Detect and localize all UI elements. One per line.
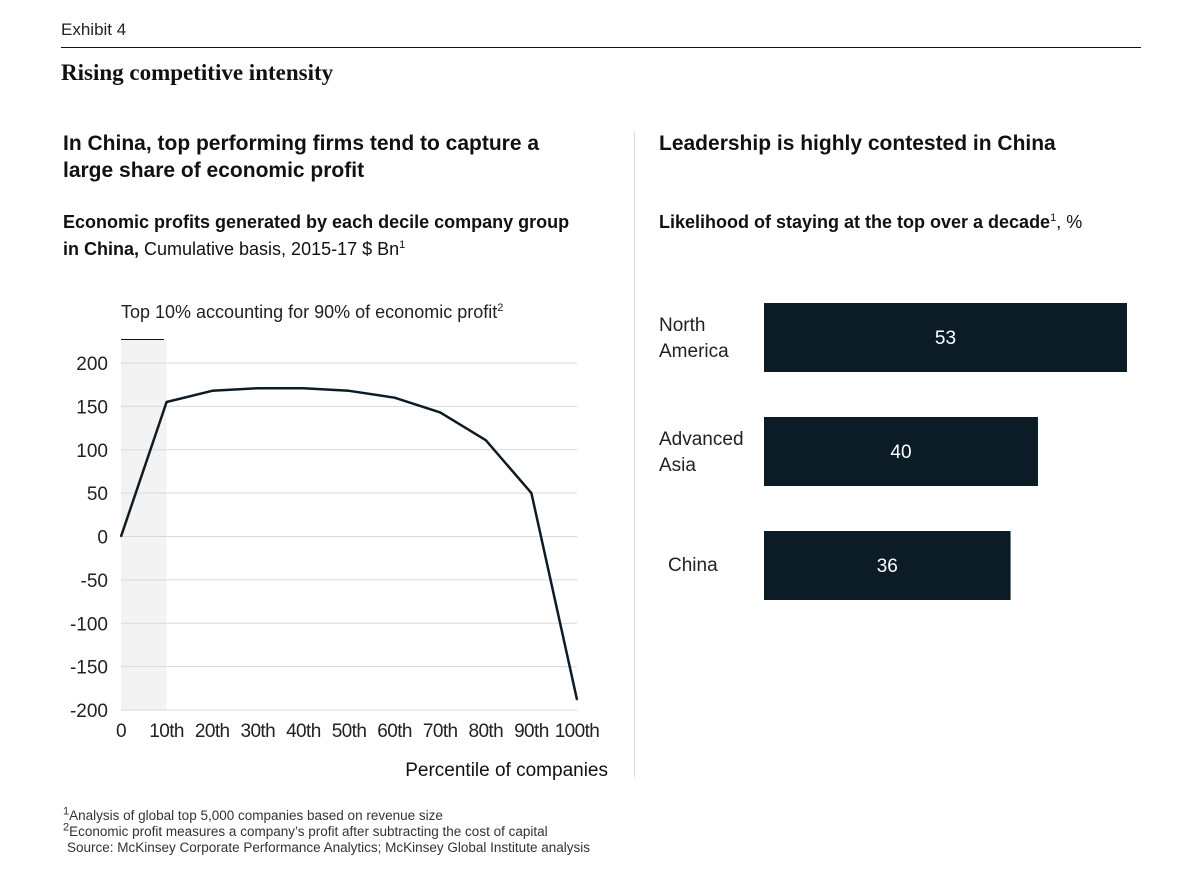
- y-tick-label: 0: [97, 528, 108, 549]
- annotation-text: Top 10% accounting for 90% of economic p…: [121, 302, 498, 322]
- left-subtitle-normal: Cumulative basis, 2015-17 $ Bn: [139, 239, 400, 259]
- top-decile-band: [121, 340, 167, 710]
- footnote-2-mark: 2: [63, 821, 70, 834]
- left-subtitle-footnote-mark: 1: [399, 239, 406, 251]
- y-tick-label: -200: [70, 701, 108, 722]
- header-rule: [61, 47, 1141, 48]
- x-tick-label: 50th: [332, 721, 367, 742]
- left-panel-title: In China, top performing firms tend to c…: [63, 132, 540, 182]
- x-tick-label: 90th: [514, 721, 549, 742]
- data-point: [165, 401, 168, 403]
- bar-value-label: 53: [935, 328, 956, 349]
- data-point: [211, 389, 213, 392]
- category-label: Advanced Asia: [659, 429, 744, 476]
- y-tick-label: 50: [87, 484, 108, 505]
- right-subtitle-bold: Likelihood of staying at the top over a …: [659, 212, 1051, 232]
- x-tick-label: 0: [116, 721, 126, 742]
- exhibit-title: Rising competitive intensity: [61, 60, 334, 85]
- bar: [764, 531, 1011, 600]
- y-tick-label: -50: [81, 571, 108, 592]
- x-tick-label: 10th: [149, 721, 184, 742]
- left-panel-subtitle: Economic profits generated by each decil…: [63, 209, 583, 263]
- x-tick-label: 100th: [555, 721, 600, 742]
- x-axis-label: Percentile of companies: [405, 760, 608, 781]
- y-tick-label: 200: [76, 354, 108, 375]
- right-panel-subtitle: Likelihood of staying at the top over a …: [659, 209, 1179, 236]
- x-tick-label: 40th: [286, 721, 321, 742]
- data-point: [257, 387, 259, 389]
- annotation-footnote-mark: 2: [497, 302, 504, 314]
- left-subtitle-bold: Economic profits generated by each decil…: [63, 212, 570, 259]
- footnote-1-mark: 1: [63, 805, 70, 818]
- data-point: [120, 535, 122, 538]
- y-tick-label: 150: [76, 397, 108, 418]
- y-tick-label: -150: [70, 658, 108, 679]
- exhibit-label: Exhibit 4: [61, 20, 127, 39]
- y-tick-label: 100: [76, 441, 108, 462]
- footnote-2: 2Economic profit measures a company’s pr…: [63, 821, 590, 840]
- right-subtitle-normal: , %: [1056, 212, 1083, 232]
- footnotes: 1Analysis of global top 5,000 companies …: [63, 805, 590, 856]
- right-panel-title: Leadership is highly contested in China: [659, 132, 1056, 155]
- top-decile-annotation: Top 10% accounting for 90% of economic p…: [121, 302, 503, 323]
- data-point: [393, 396, 396, 399]
- footnote-2-text: Economic profit measures a company’s pro…: [69, 824, 548, 839]
- bar-value-label: 40: [890, 442, 911, 463]
- right-subtitle-footnote-mark: 1: [1050, 212, 1057, 224]
- bar: [764, 417, 1038, 486]
- category-label: North America: [659, 315, 729, 362]
- bar: [764, 303, 1127, 372]
- category-label: China: [668, 555, 718, 576]
- y-tick-label: -100: [70, 614, 108, 635]
- data-point: [302, 387, 305, 389]
- data-point: [485, 439, 487, 442]
- source-note: Source: McKinsey Corporate Performance A…: [67, 840, 590, 855]
- annotation-rule: [121, 339, 164, 340]
- x-tick-label: 70th: [423, 721, 458, 742]
- data-point: [348, 389, 350, 392]
- x-tick-label: 60th: [377, 721, 412, 742]
- x-tick-label: 30th: [241, 721, 276, 742]
- bar-value-label: 36: [877, 556, 898, 577]
- data-point: [439, 411, 442, 414]
- x-tick-label: 20th: [195, 721, 230, 742]
- panel-divider: [634, 132, 635, 777]
- x-tick-label: 80th: [469, 721, 504, 742]
- footnote-1-text: Analysis of global top 5,000 companies b…: [69, 808, 443, 823]
- data-point: [530, 492, 533, 494]
- footnote-1: 1Analysis of global top 5,000 companies …: [63, 805, 590, 824]
- data-point: [576, 698, 578, 701]
